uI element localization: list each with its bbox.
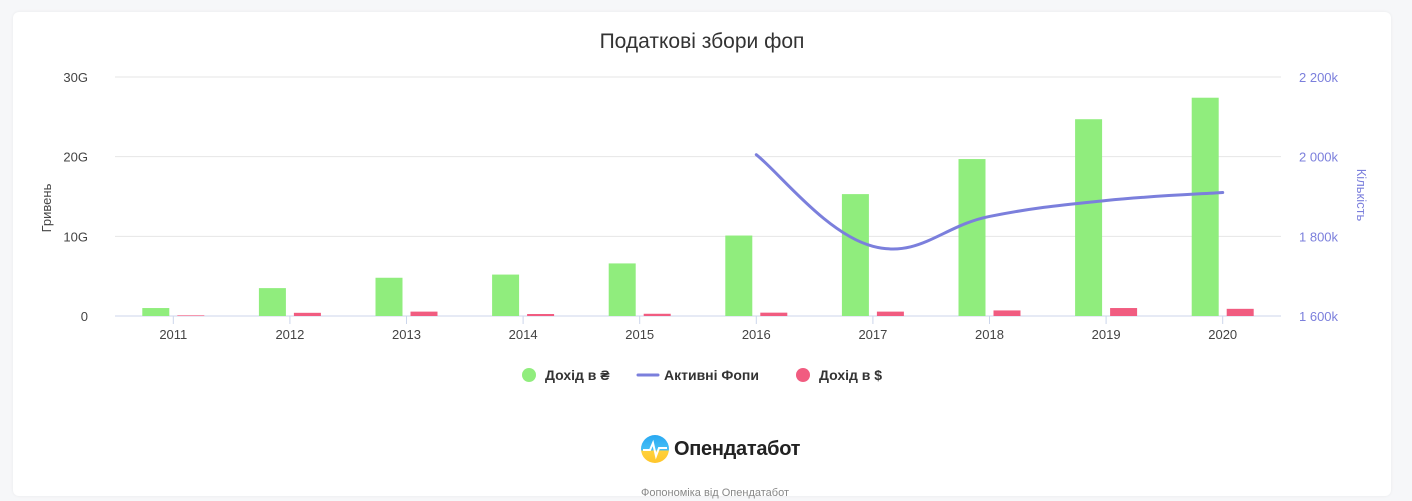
brand-name: Опендатабот (674, 437, 801, 460)
bar (1110, 308, 1138, 316)
bar (1226, 308, 1254, 316)
series-line (754, 153, 1225, 251)
left-tick-label: 20G (63, 150, 88, 165)
chart-svg: Податкові збори фоп 0 10G 20G 30G 1 600k 1 8… (39, 30, 1369, 383)
chart-card: Податкові збори фоп 0 10G 20G 30G 1 600k 1 8… (13, 12, 1391, 499)
bar (608, 263, 636, 316)
right-tick-label: 1 800k (1299, 229, 1339, 244)
x-tick-label: 2012 (275, 327, 304, 342)
bar (725, 235, 753, 316)
right-tick-label: 2 000k (1299, 150, 1339, 165)
bar (410, 311, 438, 316)
x-tick-label: 2020 (1208, 327, 1237, 342)
bar (375, 277, 403, 316)
legend-dot-marker (796, 368, 810, 382)
legend-label: Дохід в $ (819, 367, 882, 383)
x-tick-label: 2013 (392, 327, 421, 342)
brand-logo-icon (641, 435, 669, 463)
legend-label: Дохід в ₴ (545, 367, 610, 383)
bar (993, 310, 1021, 316)
right-tick-label: 2 200k (1299, 70, 1339, 85)
legend-item[interactable]: Дохід в ₴ (522, 367, 610, 383)
x-tick-label: 2017 (858, 327, 887, 342)
legend-dot-marker (522, 368, 536, 382)
brand-logo[interactable]: Опендатабот (640, 432, 800, 466)
bar (177, 315, 205, 316)
bar (958, 159, 986, 316)
x-tick-label: 2014 (509, 327, 538, 342)
right-tick-label: 1 600k (1299, 309, 1339, 324)
legend-item[interactable]: Дохід в $ (796, 367, 882, 383)
bar (643, 313, 671, 316)
bar (1075, 119, 1103, 317)
left-tick-label: 10G (63, 229, 88, 244)
bar (876, 311, 904, 316)
bar (841, 194, 869, 316)
legend-label: Активні Фопи (664, 367, 759, 383)
bar (527, 314, 555, 316)
bar (1191, 97, 1219, 316)
bar (258, 288, 286, 316)
bar (760, 312, 788, 316)
left-axis-title: Гривень (39, 183, 54, 232)
x-tick-label: 2018 (975, 327, 1004, 342)
x-tick-label: 2019 (1092, 327, 1121, 342)
bar (142, 308, 170, 316)
bar (293, 312, 321, 316)
left-tick-label: 30G (63, 70, 88, 85)
credit-text: Фопономіка від Опендатабот (641, 487, 789, 499)
chart-title: Податкові збори фоп (600, 30, 805, 53)
left-tick-label: 0 (81, 309, 88, 324)
bar (492, 274, 520, 316)
legend-item[interactable]: Активні Фопи (636, 367, 759, 383)
x-tick-label: 2011 (159, 327, 187, 342)
x-tick-label: 2015 (625, 327, 654, 342)
x-tick-label: 2016 (742, 327, 771, 342)
right-axis-title: Кількість (1354, 169, 1369, 222)
